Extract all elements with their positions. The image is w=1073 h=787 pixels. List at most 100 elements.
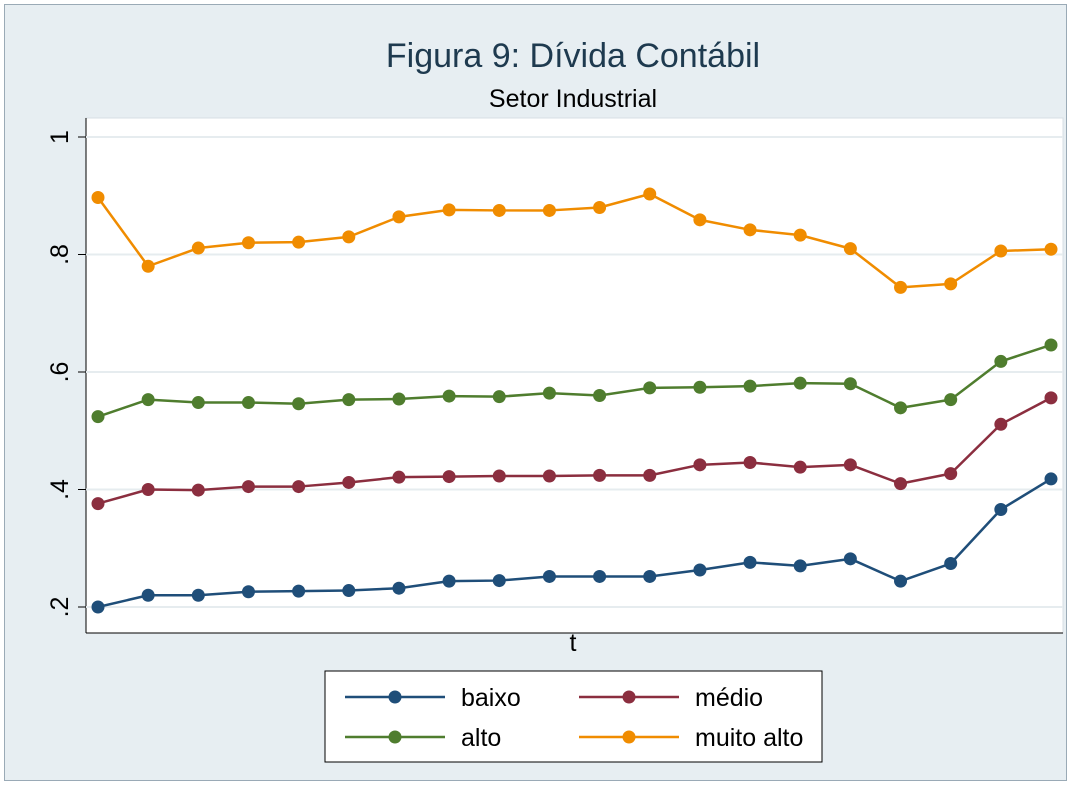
data-point [743, 223, 757, 237]
data-point [593, 389, 607, 402]
data-point [743, 379, 757, 393]
data-point [141, 259, 155, 273]
data-point [994, 502, 1008, 516]
data-point [743, 555, 757, 569]
data-point [1044, 242, 1058, 256]
legend-label: baixo [461, 684, 521, 712]
data-point [994, 244, 1008, 258]
data-point [392, 392, 406, 406]
data-point [643, 381, 657, 395]
data-point [292, 584, 306, 598]
y-tick-label: .6 [46, 362, 74, 383]
y-tick-label: .8 [46, 244, 74, 265]
data-point [191, 483, 205, 497]
data-point [442, 574, 456, 588]
data-point [241, 236, 255, 250]
grid-layer [86, 136, 1063, 608]
data-point [793, 559, 807, 573]
data-point [643, 187, 657, 201]
legend-marker [388, 690, 402, 704]
data-point [442, 470, 456, 484]
data-point [342, 393, 356, 407]
data-point [944, 557, 958, 571]
series-line [97, 396, 1052, 505]
data-point [643, 569, 657, 583]
data-point [843, 552, 857, 566]
data-point [342, 584, 356, 598]
legend-box [324, 670, 823, 763]
data-point [91, 410, 105, 424]
series-layer [91, 187, 1058, 614]
data-point [994, 354, 1008, 368]
data-point [392, 470, 406, 484]
data-point [91, 600, 105, 614]
data-point [743, 455, 757, 469]
data-point [793, 376, 807, 390]
data-point [392, 210, 406, 224]
data-point [392, 581, 406, 595]
data-point [442, 203, 456, 217]
data-point [944, 277, 958, 291]
legend-marker [622, 730, 636, 744]
legend-label: muito alto [695, 724, 803, 752]
legend-marker [622, 690, 636, 704]
data-point [793, 228, 807, 242]
chart-title: Figura 9: Dívida Contábil [386, 37, 760, 75]
data-point [91, 497, 105, 511]
data-point [894, 401, 908, 415]
data-point [241, 585, 255, 599]
data-point [492, 390, 506, 404]
chart-subtitle: Setor Industrial [489, 85, 657, 113]
data-point [492, 203, 506, 217]
data-point [492, 574, 506, 588]
data-point [542, 469, 556, 483]
data-point [1044, 472, 1058, 486]
data-point [693, 213, 707, 227]
series-line [97, 343, 1052, 418]
y-tick-label: 1 [46, 130, 74, 144]
data-point [894, 477, 908, 491]
data-point [91, 191, 105, 205]
series-line [97, 477, 1052, 609]
data-point [542, 569, 556, 583]
plot-area [85, 117, 1064, 634]
data-point [693, 563, 707, 577]
data-point [894, 574, 908, 588]
data-point [292, 480, 306, 494]
data-point [944, 467, 958, 481]
legend: baixo médio alto muito alto [324, 670, 823, 763]
data-point [693, 458, 707, 472]
data-point [542, 203, 556, 217]
y-tick-label: .2 [46, 597, 74, 618]
x-axis-label: t [570, 629, 577, 657]
data-point [843, 242, 857, 256]
data-point [593, 201, 607, 214]
data-point [994, 417, 1008, 431]
data-point [693, 380, 707, 394]
data-point [542, 386, 556, 400]
data-point [843, 377, 857, 391]
data-point [191, 241, 205, 255]
y-tick-label: .4 [46, 479, 74, 500]
data-point [442, 389, 456, 403]
data-point [1044, 391, 1058, 405]
data-point [843, 458, 857, 472]
y-ticks: .2 .4 .6 .8 1 [46, 130, 86, 617]
data-point [342, 475, 356, 489]
data-point [141, 588, 155, 602]
data-point [292, 397, 306, 411]
data-point [292, 235, 306, 249]
data-point [894, 280, 908, 294]
series-line [96, 192, 1052, 289]
data-point [944, 393, 958, 407]
data-point [241, 480, 255, 494]
data-point [793, 460, 807, 474]
legend-label: alto [461, 724, 501, 752]
legend-marker [388, 730, 402, 744]
data-point [492, 469, 506, 483]
data-point [241, 396, 255, 410]
data-point [191, 588, 205, 602]
data-point [141, 483, 155, 496]
data-point [1044, 338, 1058, 352]
